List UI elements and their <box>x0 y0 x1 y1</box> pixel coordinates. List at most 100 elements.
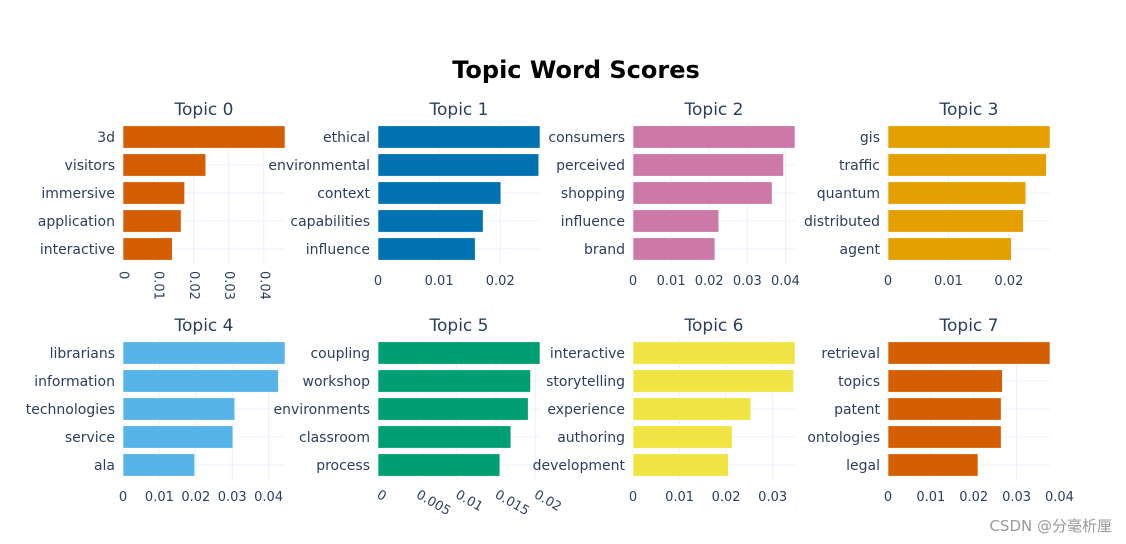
category-label: environmental <box>268 158 370 174</box>
tick-label: 0.01 <box>916 490 945 505</box>
bar <box>887 153 1047 177</box>
bar <box>632 397 752 421</box>
bar <box>887 425 1002 449</box>
category-label: quantum <box>817 186 880 202</box>
category-label: agent <box>840 242 881 258</box>
bar <box>887 341 1051 365</box>
tick-label: 0.04 <box>254 490 283 505</box>
tick-label: 0.02 <box>695 274 724 289</box>
bar <box>377 237 476 261</box>
bar <box>632 369 794 393</box>
category-label: information <box>34 374 115 390</box>
tick-label: 0.02 <box>994 274 1023 289</box>
tick-label: 0.03 <box>1002 490 1031 505</box>
tick-label: 0.02 <box>531 487 564 514</box>
category-label: classroom <box>299 430 370 446</box>
subplot-title: Topic 1 <box>429 100 489 120</box>
subplot-title: Topic 3 <box>939 100 999 120</box>
subplot-topic-3: Topic 3 gis traffic quantum distributed agent… <box>804 100 1051 289</box>
tick-label: 0.005 <box>413 487 453 519</box>
category-label: context <box>317 186 370 202</box>
tick-label: 0.03 <box>218 490 247 505</box>
tick-label: 0.02 <box>186 271 201 300</box>
category-label: legal <box>846 458 880 474</box>
bar <box>122 237 173 261</box>
tick-label: 0.04 <box>256 271 271 300</box>
tick-label: 0 <box>119 490 127 505</box>
category-label: retrieval <box>821 346 880 362</box>
category-label: environments <box>274 402 370 418</box>
bar <box>377 153 540 177</box>
tick-label: 0.015 <box>492 487 532 519</box>
category-label: librarians <box>50 346 115 362</box>
bar <box>632 181 773 205</box>
bar <box>887 237 1012 261</box>
tick-label: 0.02 <box>486 274 515 289</box>
bar <box>122 369 279 393</box>
bar <box>887 181 1027 205</box>
tick-label: 0 <box>374 487 389 504</box>
tick-label: 0 <box>884 490 892 505</box>
tick-label: 0.01 <box>934 274 963 289</box>
bar <box>122 153 207 177</box>
category-label: visitors <box>65 158 115 174</box>
bar <box>377 369 531 393</box>
bar <box>377 341 541 365</box>
subplot-topic-2: Topic 2 consumers perceived shopping influen… <box>548 100 800 289</box>
bar <box>377 181 502 205</box>
category-label: shopping <box>561 186 625 202</box>
tick-label: 0.01 <box>657 274 686 289</box>
tick-label: 0.01 <box>425 274 454 289</box>
category-label: service <box>65 430 115 446</box>
category-label: storytelling <box>546 374 625 390</box>
bar <box>632 237 716 261</box>
category-label: traffic <box>839 158 880 174</box>
bar <box>632 153 784 177</box>
tick-label: 0.03 <box>733 274 762 289</box>
bar <box>887 125 1051 149</box>
tick-label: 0 <box>116 271 131 279</box>
subplot-title: Topic 6 <box>684 316 744 336</box>
tick-label: 0 <box>884 274 892 289</box>
tick-label: 0.01 <box>453 487 486 514</box>
category-label: interactive <box>40 242 115 258</box>
bar <box>122 425 234 449</box>
category-label: authoring <box>557 430 625 446</box>
tick-label: 0.02 <box>712 490 741 505</box>
category-label: application <box>38 214 115 230</box>
bar <box>632 425 733 449</box>
tick-label: 0.02 <box>181 490 210 505</box>
tick-label: 0.04 <box>1045 490 1074 505</box>
category-label: workshop <box>303 374 371 390</box>
category-label: consumers <box>548 130 625 146</box>
tick-label: 0.01 <box>665 490 694 505</box>
category-label: process <box>316 458 370 474</box>
bar <box>887 397 1002 421</box>
tick-label: 0 <box>629 274 637 289</box>
category-label: capabilities <box>290 214 370 230</box>
bar <box>632 125 796 149</box>
tick-label: 0 <box>374 274 382 289</box>
category-label: technologies <box>26 402 115 418</box>
category-label: distributed <box>804 214 880 230</box>
bar <box>377 125 541 149</box>
category-label: gis <box>860 130 880 146</box>
subplot-topic-7: Topic 7 retrieval topics patent ontologies le… <box>807 316 1074 505</box>
subplot-topic-4: Topic 4 librarians information technologies… <box>26 316 286 505</box>
subplot-title: Topic 7 <box>939 316 999 336</box>
tick-label: 0.04 <box>771 274 800 289</box>
subplot-topic-0: Topic 0 3d visitors immersive application int… <box>38 100 286 300</box>
chart-title: Topic Word Scores <box>452 56 700 84</box>
bar <box>632 209 720 233</box>
category-label: ethical <box>323 130 370 146</box>
category-label: 3d <box>97 130 115 146</box>
subplot-title: Topic 0 <box>174 100 234 120</box>
category-label: ontologies <box>807 430 880 446</box>
bar <box>122 341 286 365</box>
category-label: brand <box>584 242 625 258</box>
category-label: influence <box>306 242 370 258</box>
bar <box>122 181 185 205</box>
category-label: development <box>533 458 626 474</box>
bar <box>887 453 979 477</box>
